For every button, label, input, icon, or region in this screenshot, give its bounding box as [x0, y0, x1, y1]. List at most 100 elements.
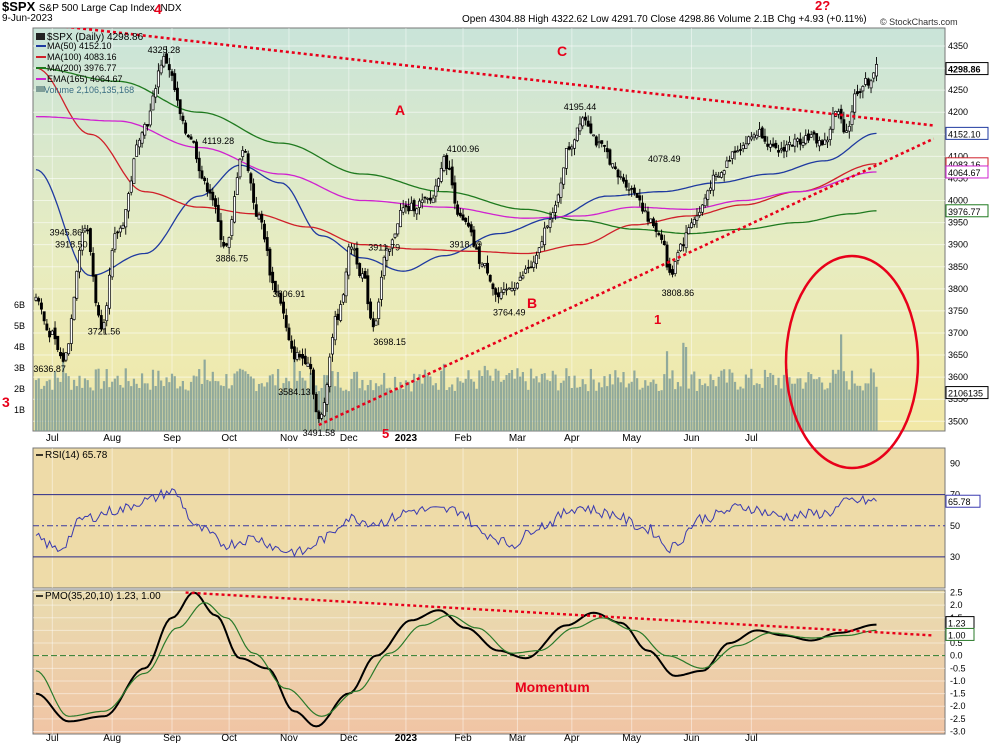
volume-bar — [432, 385, 435, 431]
candle-body — [197, 157, 201, 172]
volume-bar — [780, 388, 783, 431]
symbol-text: $SPX — [2, 0, 36, 14]
pmo-axis-tick: -2.5 — [950, 714, 966, 724]
candle-body — [586, 120, 590, 127]
candle-body — [83, 228, 87, 232]
wave-label-5: 5 — [382, 426, 389, 441]
volume-bar — [671, 370, 674, 431]
volume-bar — [279, 391, 282, 431]
candle-body — [39, 302, 43, 310]
candle-body — [216, 204, 220, 222]
candle-body — [271, 271, 275, 284]
volume-bar — [241, 369, 244, 431]
candle-body — [760, 127, 764, 139]
wave-label-3: 3 — [2, 394, 10, 410]
volume-bar — [831, 369, 835, 431]
candle-body — [105, 305, 109, 322]
volume-bar — [238, 368, 242, 431]
candle-body — [768, 143, 772, 148]
candle-body — [352, 248, 356, 251]
volume-bar — [350, 378, 353, 431]
volume-bar — [676, 382, 680, 431]
volume-bar — [200, 383, 204, 431]
candle-body — [56, 335, 60, 350]
wave-label-1: 1 — [654, 312, 661, 327]
volume-bar — [562, 380, 565, 431]
candle-body — [709, 187, 713, 191]
volume-bar — [472, 381, 476, 431]
candle-body — [208, 189, 212, 194]
candle-body — [562, 167, 566, 185]
candle-body — [828, 128, 832, 140]
candle-body — [872, 72, 876, 79]
volume-bar — [723, 369, 726, 431]
volume-bar — [704, 383, 707, 431]
volume-bar — [848, 389, 851, 431]
volume-bar — [712, 379, 715, 431]
candle-body — [203, 177, 207, 182]
volume-bar — [864, 383, 867, 431]
candle-body — [268, 248, 272, 276]
volume-bar — [655, 383, 658, 431]
volume-bar — [638, 389, 641, 431]
volume-bar — [486, 370, 489, 431]
volume-highlight-ellipse — [784, 254, 920, 470]
candle-body — [306, 362, 310, 367]
candle-body — [581, 117, 585, 127]
candle-body — [127, 193, 130, 212]
candle-body — [749, 136, 753, 140]
rsi-gridlines — [51, 448, 752, 588]
candle-body — [594, 136, 598, 146]
volume-bar — [812, 379, 816, 431]
candle-body — [37, 298, 41, 302]
candle-body — [238, 158, 242, 178]
price-point-label: 3808.86 — [662, 288, 695, 298]
candle-body — [252, 183, 256, 203]
volume-bar — [165, 377, 168, 431]
candle-body — [798, 138, 802, 145]
candle-body — [597, 141, 601, 144]
candle-body — [578, 123, 582, 132]
volume-bar — [527, 389, 530, 431]
candle-body — [59, 351, 62, 357]
volume-bar — [59, 381, 62, 431]
candle-body — [875, 63, 878, 77]
candle-body — [249, 173, 253, 184]
pmo-trendline — [185, 591, 934, 637]
volume-bar — [260, 383, 263, 431]
candle-body — [205, 182, 209, 192]
pmo-x-tick: 2023 — [395, 733, 418, 744]
volume-bar — [869, 368, 873, 431]
candle-body — [447, 167, 451, 170]
volume-bar — [393, 376, 397, 431]
volume-bar — [551, 370, 554, 431]
candle-body — [869, 80, 873, 89]
price-x-tick: Feb — [454, 433, 472, 444]
candle-body — [730, 151, 734, 159]
price-axis-tick: 3750 — [948, 306, 968, 316]
candle-body — [486, 262, 489, 274]
price-legend-swatch — [36, 33, 45, 40]
volume-bar — [252, 378, 255, 431]
volume-bar — [701, 385, 704, 431]
candle-body — [736, 150, 740, 153]
volume-bar — [334, 386, 337, 431]
candle-body — [116, 231, 120, 234]
candle-body — [567, 146, 571, 150]
price-value-tag: 4298.86 — [948, 65, 981, 75]
rsi-line — [35, 488, 877, 558]
volume-bar — [540, 373, 544, 431]
candle-body — [211, 191, 215, 201]
legend-volume-swatch — [36, 86, 45, 92]
candle-body — [279, 293, 283, 304]
candle-body — [45, 323, 49, 331]
candle-body — [282, 301, 285, 314]
candle-body — [589, 123, 593, 134]
volume-bar — [127, 381, 130, 431]
volume-bar — [483, 365, 486, 431]
volume-bar — [268, 375, 272, 431]
candle-body — [317, 411, 321, 420]
candle-body — [113, 233, 117, 250]
